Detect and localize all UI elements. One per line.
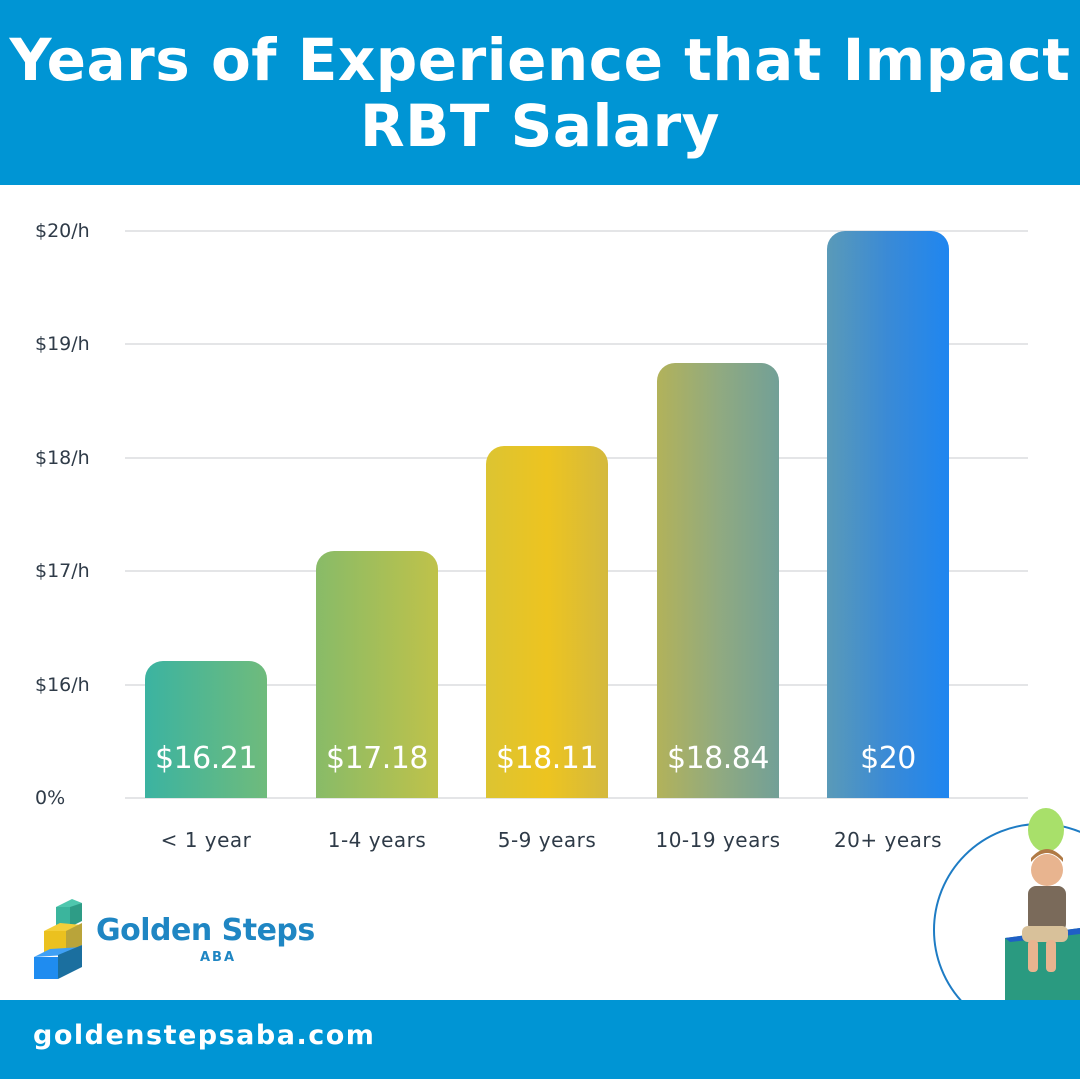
y-tick-label: $18/h: [35, 447, 90, 469]
bar: $18.84: [657, 362, 779, 798]
footer-banner: goldenstepsaba.com: [0, 1000, 1080, 1079]
chart-title-line-1: Years of Experience that Impact: [9, 25, 1071, 94]
y-tick-label: $19/h: [35, 333, 90, 355]
gridline: [125, 230, 1028, 232]
bar: $16.21: [145, 661, 267, 798]
bar-value-label: $16.21: [155, 740, 257, 776]
y-tick-label: $17/h: [35, 560, 90, 582]
x-tick-label: < 1 year: [160, 828, 252, 852]
x-tick-label: 10-19 years: [655, 828, 781, 852]
bar-value-label: $20: [860, 741, 916, 776]
logo-subtitle: ABA: [200, 950, 237, 965]
bar: $17.18: [316, 551, 438, 798]
chart-title-line-2: RBT Salary: [360, 91, 720, 160]
bar-value-label: $18.84: [667, 740, 769, 776]
y-tick-label: $20/h: [35, 220, 90, 242]
y-tick-label: 0%: [35, 787, 66, 809]
stairs-blocks-icon: [34, 899, 82, 979]
x-tick-label: 5-9 years: [497, 828, 597, 852]
bar-chart: $20/h $19/h $18/h $17/h $16/h 0% $16.21 $…: [0, 185, 1080, 1000]
bar: $20: [827, 231, 949, 798]
website-link[interactable]: goldenstepsaba.com: [33, 1020, 376, 1051]
gridline-baseline: [125, 797, 1028, 799]
bar-value-label: $17.18: [326, 740, 428, 776]
golden-steps-logo: Golden Steps ABA: [30, 895, 330, 985]
gridline: [125, 343, 1028, 345]
logo-wordmark: Golden Steps: [96, 913, 315, 948]
bar-value-label: $18.11: [496, 740, 598, 776]
x-tick-label: 20+ years: [833, 828, 943, 852]
header-banner: Years of Experience that Impact RBT Sala…: [0, 0, 1080, 185]
y-tick-label: $16/h: [35, 674, 90, 696]
x-tick-label: 1-4 years: [327, 828, 427, 852]
bar: $18.11: [486, 445, 608, 798]
